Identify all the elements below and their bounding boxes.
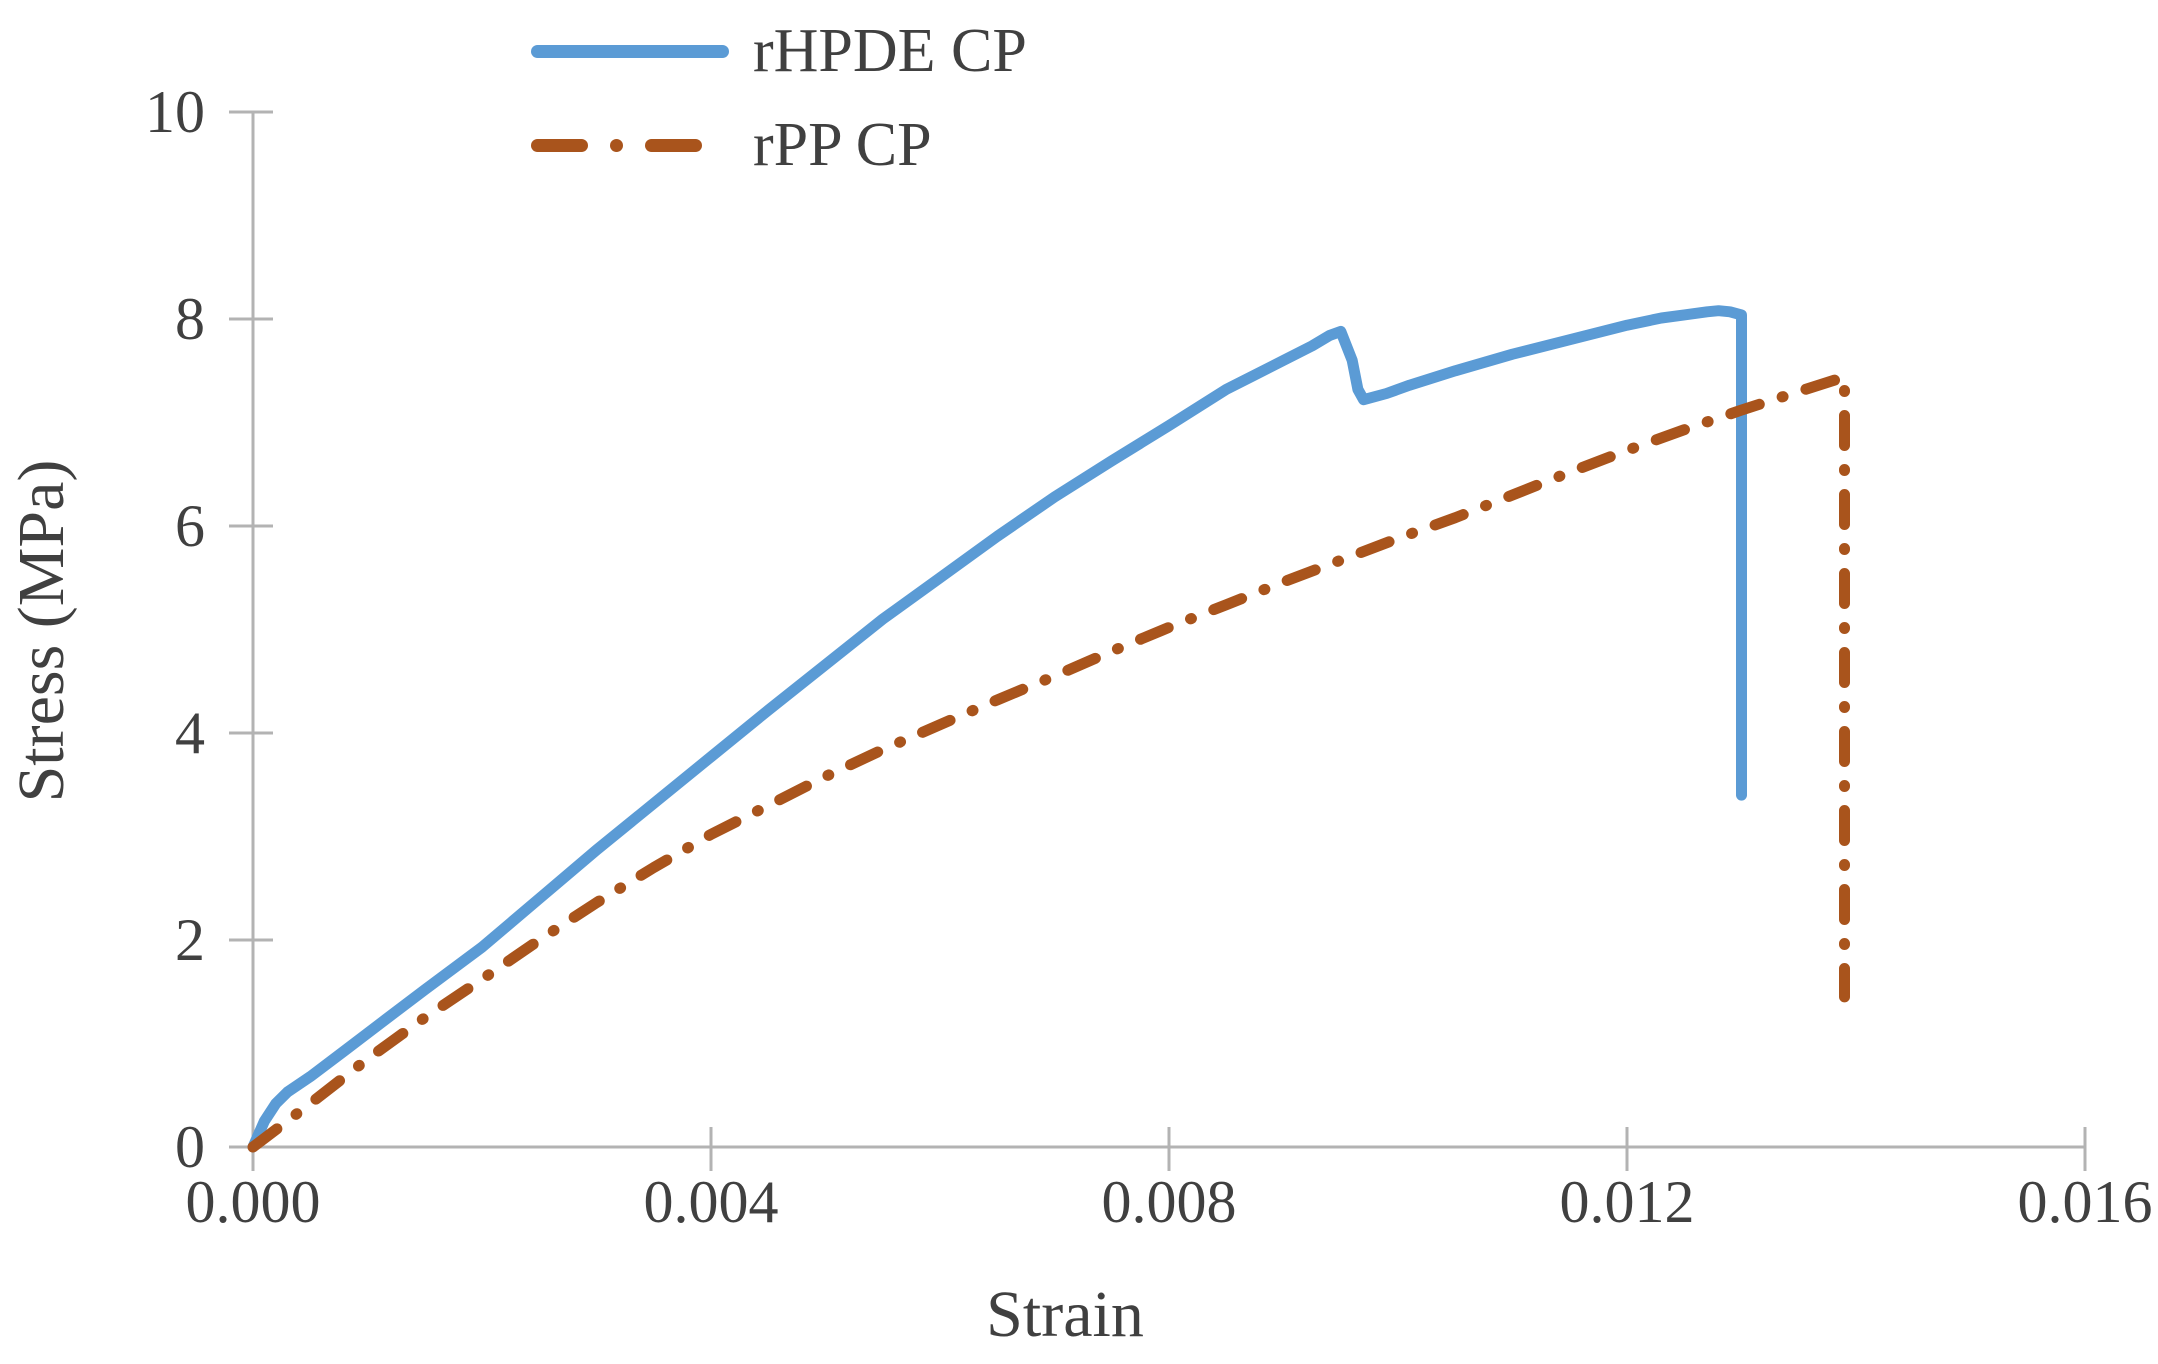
y-tick-label-8: 8 <box>175 286 205 352</box>
y-tick-label-4: 4 <box>175 700 205 766</box>
x-tick-label-0-016: 0.016 <box>2017 1169 2153 1235</box>
y-axis-title: Stress (MPa) <box>5 459 78 803</box>
legend-label-rpp-cp: rPP CP <box>753 111 932 179</box>
legend-dash-dot-line-sample <box>531 138 729 152</box>
legend: rHPDE CP rPP CP <box>531 4 1027 192</box>
x-axis-title: Strain <box>986 1278 1144 1351</box>
y-tick-label-0: 0 <box>175 1114 205 1180</box>
y-tick-label-6: 6 <box>175 493 205 559</box>
x-tick-label-0-000: 0.000 <box>185 1169 321 1235</box>
y-tick-label-10: 10 <box>145 79 205 145</box>
legend-solid-line-sample <box>531 44 729 58</box>
legend-item-rpp-cp: rPP CP <box>531 98 1027 192</box>
x-tick-label-0-012: 0.012 <box>1559 1169 1695 1235</box>
legend-label-rhpde-cp: rHPDE CP <box>753 17 1027 85</box>
x-tick-label-0-008: 0.008 <box>1101 1169 1237 1235</box>
x-tick-label-0-004: 0.004 <box>643 1169 779 1235</box>
legend-item-rhpde-cp: rHPDE CP <box>531 4 1027 98</box>
y-tick-label-2: 2 <box>175 907 205 973</box>
